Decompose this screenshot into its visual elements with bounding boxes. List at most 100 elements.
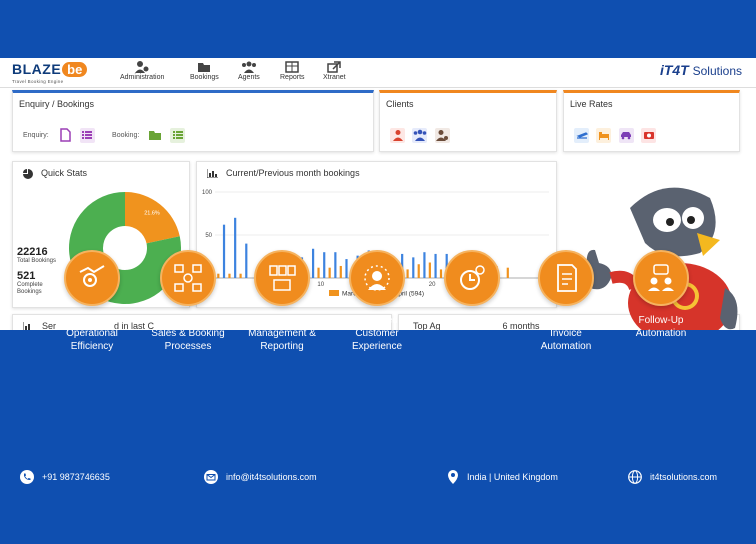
y-tick-label: 100 <box>202 190 213 196</box>
panel-title: Enquiry / Bookings <box>19 99 95 109</box>
bar-april <box>423 252 426 278</box>
phone-icon <box>20 470 34 484</box>
nav-bookings[interactable]: Bookings <box>190 61 219 81</box>
company-suffix: Solutions <box>692 64 742 78</box>
nav-xtranet[interactable]: Xtranet <box>323 61 346 81</box>
bar-march <box>317 267 320 278</box>
panel-title: Live Rates <box>570 99 613 109</box>
hotel-bed-icon[interactable] <box>596 128 612 144</box>
contact-email[interactable]: info@it4tsolutions.com <box>204 470 317 484</box>
dashboard-screenshot: BLAZE be Travel Booking Engine Administra… <box>0 58 756 330</box>
clients-group-icon[interactable] <box>412 128 428 144</box>
enquiry-label: Enquiry: <box>23 132 49 140</box>
complete-bookings-label: Complete <box>17 282 43 288</box>
brand-tagline: Travel Booking Engine <box>12 79 64 84</box>
feature-icon-circle <box>254 250 310 306</box>
feature-streamlined-sales: Streamlined Sales & Booking Processes <box>138 250 238 353</box>
services-header: Ser d in last C <box>13 315 391 330</box>
bar-april <box>434 253 437 278</box>
users-icon <box>241 61 256 73</box>
nav-agents[interactable]: Agents <box>238 61 260 81</box>
feature-follow-up: Follow-Up Automation <box>611 250 711 340</box>
feature-label-line: Automation <box>540 341 592 352</box>
feature-label-line: Invoice <box>550 328 582 339</box>
website-url: it4tsolutions.com <box>650 472 718 482</box>
nav-reports[interactable]: Reports <box>280 61 305 81</box>
pie-slice-label: 21.6% <box>144 211 160 217</box>
enquiry-list-icon[interactable] <box>79 128 95 144</box>
contact-phone[interactable]: +91 9873746635 <box>20 470 110 484</box>
bar-march <box>239 273 242 278</box>
nav-label: Xtranet <box>323 74 346 81</box>
contact-location: India | United Kingdom <box>447 470 558 484</box>
bar-april <box>311 248 315 278</box>
client-settings-icon[interactable] <box>434 128 450 144</box>
feature-operational-efficiency: Increased Operational Efficiency <box>42 250 142 353</box>
bar-april <box>234 217 237 278</box>
customer-star-icon <box>364 265 390 291</box>
feature-time-effective: Time Effective <box>422 250 522 327</box>
feature-icon-circle <box>160 250 216 306</box>
feature-label-line: Processes <box>164 341 212 352</box>
feature-label-line: Experience <box>351 341 403 352</box>
email-address: info@it4tsolutions.com <box>226 472 317 482</box>
panel-title: Current/Previous month bookings <box>226 168 360 178</box>
panel-title: Clients <box>386 99 414 109</box>
feature-label-line: Improved <box>356 315 398 326</box>
invoice-icon <box>557 264 577 292</box>
panel-title: Quick Stats <box>41 168 88 178</box>
client-icon[interactable] <box>390 128 405 144</box>
total-bookings-value: 22216 <box>17 246 48 258</box>
bar-march <box>328 267 331 278</box>
feature-icon-circle <box>633 250 689 306</box>
camera-icon[interactable] <box>641 128 657 144</box>
feature-label-line: Management & <box>248 328 316 339</box>
legend-swatch <box>329 290 339 296</box>
globe-icon <box>628 470 642 484</box>
brand-badge: be <box>62 62 88 77</box>
blaze-logo[interactable]: BLAZE be Travel Booking Engine <box>12 61 88 84</box>
new-enquiry-icon[interactable] <box>57 128 72 143</box>
booking-list-icon[interactable] <box>170 128 186 144</box>
bar-march <box>228 273 231 278</box>
feature-label-line: Operational <box>66 328 118 339</box>
process-network-icon <box>174 264 202 292</box>
quick-stats-header: Quick Stats <box>13 162 189 185</box>
bar-march <box>217 273 220 278</box>
partial-title: Top Ag <box>413 321 441 330</box>
brand-name: BLAZE <box>12 61 62 77</box>
it4t-logo[interactable]: iT4T Solutions <box>660 62 742 78</box>
legend-label: April (594) <box>394 291 424 298</box>
feature-icon-circle <box>538 250 594 306</box>
bar-april <box>323 252 326 278</box>
feature-icon-circle <box>444 250 500 306</box>
nav-label: Bookings <box>190 74 219 81</box>
flight-icon[interactable] <box>574 128 589 144</box>
booking-folder-icon[interactable] <box>148 128 163 143</box>
feature-icon-circle <box>349 250 405 306</box>
external-link-icon <box>327 61 342 73</box>
car-icon[interactable] <box>618 128 634 144</box>
bar-april <box>334 252 337 278</box>
contact-website[interactable]: it4tsolutions.com <box>628 470 717 484</box>
nav-administration[interactable]: Administration <box>120 61 164 81</box>
feature-label-line: Sales & Booking <box>151 328 225 339</box>
services-panel-partial: Ser d in last C <box>12 314 392 330</box>
bar-march <box>417 264 420 278</box>
x-tick-label: 20 <box>429 282 436 288</box>
complete-bookings-value: 521 <box>17 270 36 282</box>
bar-march <box>339 265 342 278</box>
bar-april <box>245 243 248 278</box>
feature-label-line: Efficiency <box>70 341 114 352</box>
bar-chart-icon <box>22 322 30 330</box>
location-pin-icon <box>448 470 458 484</box>
bar-march <box>506 267 509 278</box>
partial-title: Ser <box>42 321 57 330</box>
bar-march <box>406 269 409 278</box>
email-icon <box>204 470 218 484</box>
y-tick-label: 50 <box>205 233 212 239</box>
bar-march <box>428 262 431 278</box>
feature-quote-invoice: Quote & Invoice Automation <box>516 250 616 353</box>
x-tick-label: 10 <box>317 282 324 288</box>
enquiry-bookings-panel: Enquiry / Bookings Enquiry: Booking: <box>12 90 374 152</box>
